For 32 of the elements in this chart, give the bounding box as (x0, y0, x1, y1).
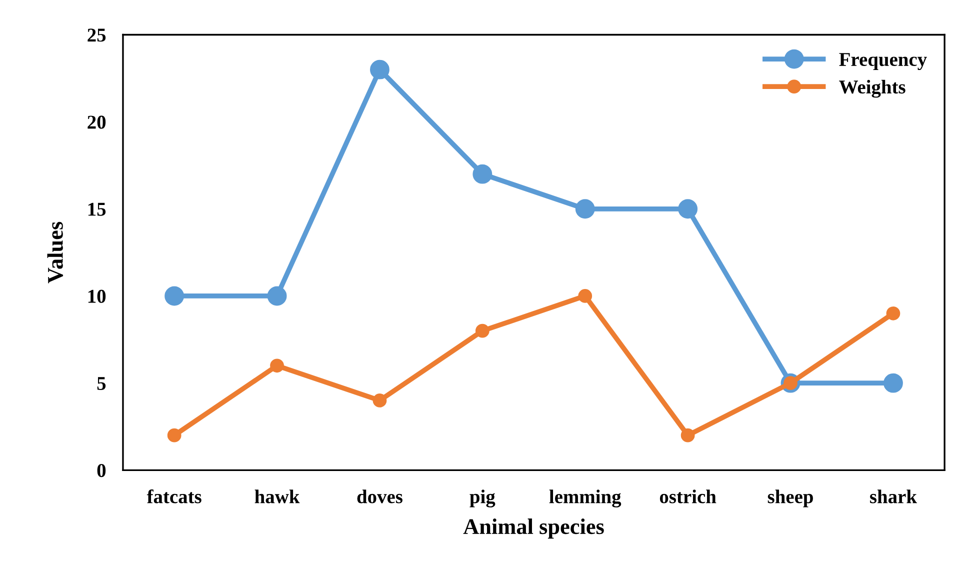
point (886, 306, 900, 320)
x-tick-label: lemming (549, 490, 622, 508)
point (578, 289, 592, 303)
y-tick-label: 25 (88, 28, 106, 42)
y-tick-label: 10 (88, 290, 106, 303)
y-tick-label: 5 (97, 377, 106, 390)
x-tick-label: shark (870, 490, 917, 504)
point (680, 428, 695, 442)
x-tick-label: pig (470, 490, 496, 508)
x-axis-title: Animal species (463, 518, 604, 539)
x-tick-label: sheep (768, 490, 813, 508)
legend-label: Weights (839, 80, 906, 98)
point (472, 164, 492, 184)
point (883, 373, 903, 393)
y-tick-label: 20 (88, 116, 106, 129)
point (167, 428, 182, 442)
point (270, 358, 284, 373)
x-tick-label: fatcats (146, 489, 202, 504)
point (267, 286, 287, 306)
point (678, 199, 698, 219)
y-tick-label: 15 (88, 202, 106, 216)
x-tick-label: hawk (254, 490, 300, 504)
point (164, 286, 184, 306)
legend-label: Frequency (839, 53, 927, 70)
x-tick-label: ostrich (660, 490, 716, 504)
point (370, 60, 390, 80)
point (475, 324, 490, 338)
point (575, 199, 595, 219)
x-tick-label: doves (357, 490, 402, 504)
y-tick-label: 0 (97, 464, 106, 478)
y-axis-title: Values (47, 222, 64, 284)
point (372, 394, 387, 408)
